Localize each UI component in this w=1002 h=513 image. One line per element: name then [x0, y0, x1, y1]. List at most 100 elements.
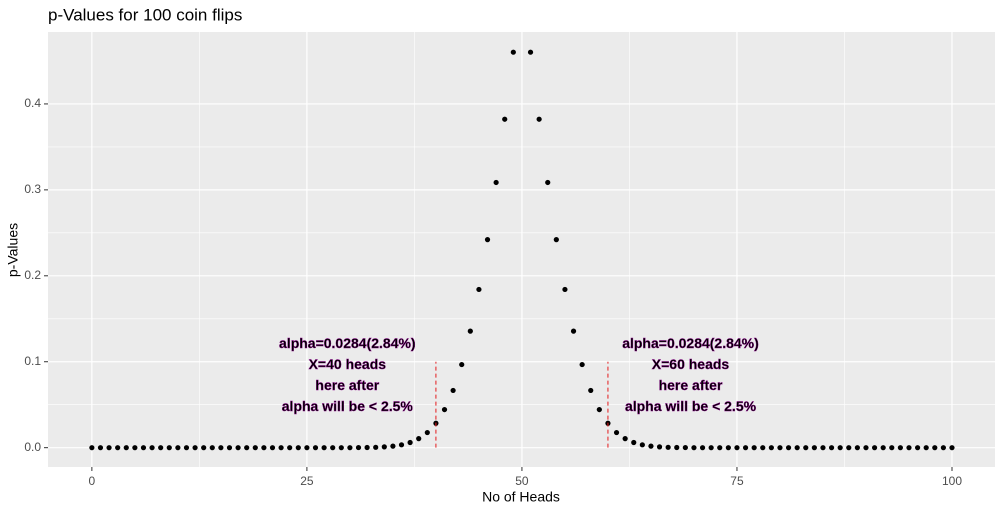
point	[596, 406, 602, 413]
chart-title: p-Values for 100 coin flips	[48, 5, 242, 24]
x-tick-label: 100	[942, 474, 962, 488]
point	[940, 445, 946, 451]
point	[656, 444, 663, 450]
point	[183, 445, 190, 451]
point	[622, 436, 628, 442]
point	[734, 445, 740, 451]
point	[269, 445, 276, 451]
point	[785, 445, 792, 451]
point	[871, 445, 878, 451]
point	[235, 445, 241, 451]
point	[407, 439, 413, 446]
point	[570, 328, 577, 334]
point	[467, 328, 473, 334]
annotation: X=60 heads	[652, 356, 730, 372]
point	[768, 445, 774, 451]
point	[527, 49, 534, 55]
point	[863, 445, 869, 451]
annotation: alpha=0.0284(2.84%)	[279, 335, 416, 351]
point	[631, 439, 637, 446]
point	[278, 445, 284, 451]
point	[338, 445, 344, 451]
point	[760, 445, 766, 451]
point	[321, 445, 327, 451]
point	[717, 445, 723, 451]
point	[97, 445, 104, 451]
point	[218, 445, 224, 451]
point	[416, 436, 422, 442]
x-tick-label: 75	[730, 474, 744, 488]
point	[648, 443, 654, 449]
y-tick-label: 0.4	[24, 96, 41, 110]
point	[897, 445, 903, 451]
point	[493, 179, 499, 186]
annotation: alpha=0.0284(2.84%)	[622, 335, 759, 351]
x-axis-label: No of Heads	[482, 489, 560, 505]
point	[312, 445, 319, 451]
point	[261, 445, 267, 451]
point	[803, 445, 809, 451]
point	[811, 445, 817, 451]
y-axis-label: p-Values	[5, 223, 21, 277]
point	[295, 445, 301, 451]
point	[330, 445, 336, 451]
point	[536, 116, 542, 122]
point	[820, 445, 826, 451]
y-tick-label: 0.2	[24, 268, 41, 282]
point	[355, 444, 362, 451]
point	[562, 286, 568, 293]
point	[115, 445, 121, 451]
point	[553, 237, 559, 243]
point	[106, 445, 112, 451]
point	[398, 442, 405, 448]
point	[140, 445, 147, 451]
point	[588, 387, 594, 394]
point	[906, 445, 912, 451]
point	[364, 444, 370, 451]
point	[201, 445, 207, 451]
point	[123, 445, 129, 451]
point	[459, 361, 465, 368]
point	[89, 445, 95, 451]
point	[828, 445, 835, 451]
point	[192, 445, 198, 451]
point	[699, 445, 706, 451]
point	[837, 445, 843, 451]
point	[132, 445, 138, 451]
point	[751, 445, 757, 451]
point	[545, 179, 551, 186]
y-tick-label: 0.0	[24, 440, 41, 454]
point	[209, 445, 215, 451]
x-tick-label: 25	[300, 474, 314, 488]
point	[441, 406, 448, 413]
annotation: here after	[659, 377, 723, 393]
point	[777, 445, 783, 451]
annotation: alpha will be < 2.5%	[625, 398, 757, 414]
annotation: alpha will be < 2.5%	[282, 398, 414, 414]
point	[880, 445, 886, 451]
point	[347, 445, 353, 451]
annotation: here after	[315, 377, 379, 393]
point	[682, 444, 688, 451]
point	[889, 445, 895, 451]
point	[424, 429, 430, 436]
point	[742, 445, 749, 451]
annotation: X=40 heads	[309, 356, 387, 372]
point	[665, 444, 671, 450]
point	[381, 444, 387, 450]
point	[502, 116, 508, 122]
point	[373, 444, 379, 450]
point	[725, 445, 731, 451]
point	[244, 445, 250, 451]
point	[390, 443, 396, 449]
point	[639, 442, 645, 448]
point	[579, 361, 585, 368]
point	[226, 445, 233, 451]
point	[149, 445, 155, 451]
point	[252, 445, 258, 451]
point	[484, 237, 491, 243]
point	[175, 445, 181, 451]
point	[846, 445, 852, 451]
